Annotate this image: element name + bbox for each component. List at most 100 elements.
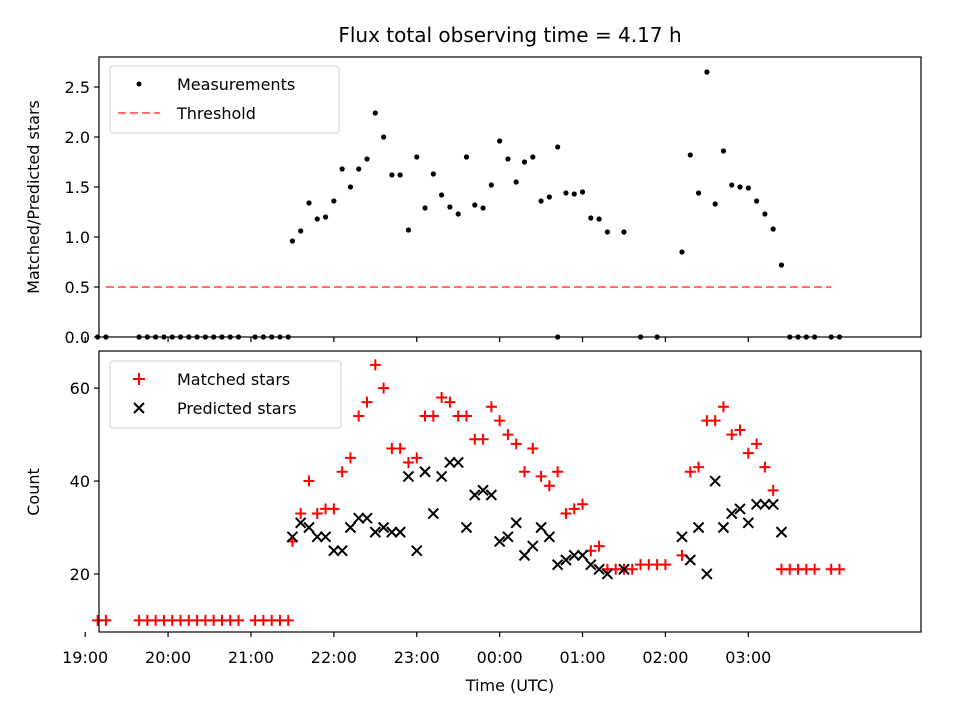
measurement-point xyxy=(339,166,345,172)
top-axes-frame xyxy=(98,56,922,338)
measurement-point xyxy=(530,154,536,160)
predicted-stars-point xyxy=(460,521,473,534)
matched-stars-point xyxy=(742,447,754,459)
predicted-stars-point xyxy=(767,498,779,510)
matched-stars-point xyxy=(485,401,497,413)
predicted-stars-point xyxy=(502,531,514,543)
measurement-point xyxy=(347,184,354,190)
bottom-y-tick-label: 20 xyxy=(70,565,90,584)
measurement-point xyxy=(729,182,735,188)
matched-stars-point xyxy=(328,503,340,515)
measurement-point xyxy=(778,262,785,268)
predicted-stars-point xyxy=(344,521,357,534)
measurement-point xyxy=(430,171,436,177)
predicted-stars-point xyxy=(361,512,373,524)
legend-label-threshold: Threshold xyxy=(176,104,256,123)
matched-stars-point xyxy=(552,466,564,478)
matched-stars-point xyxy=(336,466,348,478)
matched-stars-point xyxy=(717,401,729,413)
matched-stars-point xyxy=(311,508,323,520)
predicted-stars-point xyxy=(535,521,547,534)
matched-stars-point xyxy=(460,410,472,422)
measurement-point xyxy=(712,201,718,207)
predicted-stars-point xyxy=(469,489,481,501)
measurement-point xyxy=(737,184,743,190)
legend-label-matched-stars: Matched stars xyxy=(177,370,290,389)
matched-stars-point xyxy=(303,475,315,487)
axes-frames xyxy=(98,56,922,633)
matched-stars-point xyxy=(734,424,746,436)
predicted-stars-point xyxy=(353,512,365,524)
measurement-point xyxy=(447,204,453,210)
matched-stars-point xyxy=(402,456,414,468)
measurement-point xyxy=(380,134,387,140)
measurement-point xyxy=(521,159,528,165)
matched-stars-point xyxy=(378,382,390,394)
measurement-point xyxy=(679,249,685,255)
matched-stars-point xyxy=(282,614,294,626)
top-y-tick-label: 1.0 xyxy=(65,228,90,247)
measurement-point xyxy=(546,194,552,200)
predicted-stars-point xyxy=(411,545,423,557)
predicted-stars-point xyxy=(303,521,315,534)
x-tick-label: 03:00 xyxy=(725,648,771,667)
bottom-y-tick-label: 60 xyxy=(70,379,90,398)
predicted-stars-point xyxy=(551,558,564,571)
top-legend-box xyxy=(109,65,340,134)
matched-stars-point xyxy=(510,438,522,450)
measurement-point xyxy=(364,156,370,162)
axis-ticks: 0.0 0.5 1.0 1.5 2.0 2.5 20 40 60 19:00 20:00 21:00 2… xyxy=(62,78,771,667)
predicted-stars-point xyxy=(319,531,332,543)
predicted-stars-point xyxy=(750,498,763,510)
top-y-tick-label: 1.5 xyxy=(65,178,90,197)
matched-stars-point xyxy=(709,415,721,427)
predicted-stars-point xyxy=(485,489,498,501)
top-plot-marks xyxy=(95,69,843,340)
bottom-legend-box xyxy=(109,360,342,429)
measurement-point xyxy=(480,205,486,211)
predicted-stars-point xyxy=(717,521,730,534)
measurement-point xyxy=(596,216,602,222)
measurement-point xyxy=(463,154,470,160)
measurement-point xyxy=(439,192,445,198)
matched-stars-point xyxy=(494,415,506,427)
measurement-point xyxy=(571,191,577,197)
matched-stars-point xyxy=(477,433,489,445)
matched-stars-point xyxy=(751,438,763,450)
matched-stars-point xyxy=(577,498,589,510)
top-y-tick-label: 2.0 xyxy=(65,128,90,147)
predicted-stars-point xyxy=(452,456,464,469)
matched-stars-point xyxy=(659,559,671,571)
matched-stars-point xyxy=(626,563,638,575)
measurement-point xyxy=(505,156,511,162)
matched-stars-point xyxy=(543,480,555,492)
matched-stars-point xyxy=(684,466,696,478)
measurement-point xyxy=(621,229,627,235)
measurement-point xyxy=(298,228,304,234)
measurement-point xyxy=(289,238,296,244)
matched-stars-point xyxy=(693,461,705,473)
predicted-stars-point xyxy=(701,568,713,580)
matched-stars-point xyxy=(436,391,448,403)
top-y-tick-label: 0.5 xyxy=(65,278,90,297)
x-tick-label: 01:00 xyxy=(559,648,605,667)
x-tick-label: 02:00 xyxy=(642,648,688,667)
predicted-stars-point xyxy=(286,531,299,543)
x-tick-label: 23:00 xyxy=(394,648,440,667)
legend-marker-measurements xyxy=(136,81,142,87)
predicted-stars-point xyxy=(618,563,630,576)
matched-stars-point xyxy=(568,503,580,515)
measurement-point xyxy=(389,172,395,178)
measurement-point xyxy=(588,215,594,221)
measurement-point xyxy=(397,172,403,178)
measurement-point xyxy=(762,211,768,217)
predicted-stars-point xyxy=(444,456,456,469)
measurement-point xyxy=(372,110,378,116)
measurement-point xyxy=(745,185,751,191)
x-tick-label: 19:00 xyxy=(62,648,108,667)
measurement-point xyxy=(695,190,702,196)
predicted-stars-point xyxy=(576,549,589,562)
x-tick-label: 22:00 xyxy=(311,648,357,667)
x-axis-label: Time (UTC) xyxy=(465,676,554,695)
predicted-stars-point xyxy=(394,526,406,538)
